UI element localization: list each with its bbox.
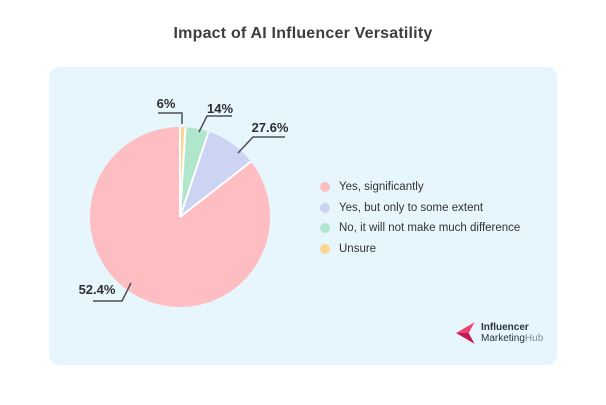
chart-panel: 52.4% 27.6% 14% 6% Yes, significantly Ye…: [49, 67, 557, 365]
legend-item: No, it will not make much difference: [320, 221, 520, 235]
slice-gap-line: [179, 131, 210, 218]
legend-swatch-yellow-icon: [320, 243, 330, 254]
legend-item: Unsure: [320, 242, 520, 256]
influencer-marketinghub-logo: Influencer MarketingHub: [456, 321, 543, 345]
callout-label-no-difference: 14%: [206, 101, 234, 116]
legend-swatch-mint-icon: [320, 223, 330, 233]
callout-label-unsure: 6%: [156, 96, 176, 111]
legend-item: Yes, but only to some extent: [320, 201, 520, 215]
leader-line-1: [237, 136, 285, 154]
legend-item: Yes, significantly: [320, 180, 520, 194]
arrow-left-icon: [456, 322, 475, 344]
pie-chart: [89, 112, 285, 307]
page-title: Impact of AI Influencer Versatility: [173, 25, 433, 42]
legend-swatch-pink-icon: [320, 182, 330, 192]
legend-label: No, it will not make much difference: [339, 222, 521, 234]
legend-label: Unsure: [339, 242, 377, 255]
leader-line-0: [93, 282, 132, 302]
legend-swatch-lavender-icon: [320, 202, 330, 213]
logo-line1: Influencer: [481, 322, 529, 333]
legend: Yes, significantly Yes, but only to some…: [320, 180, 520, 262]
leader-line-2: [198, 115, 232, 133]
legend-label: Yes, significantly: [339, 181, 424, 193]
slice-gap-line: [179, 127, 187, 218]
slice-gap-line: [179, 160, 252, 218]
callout-label-some-extent: 27.6%: [251, 120, 289, 135]
leader-line-3: [158, 112, 183, 124]
legend-label: Yes, but only to some extent: [339, 201, 484, 214]
logo-line2: MarketingHub: [481, 333, 544, 344]
pie-slice-1: [180, 131, 251, 217]
callout-label-yes-significantly: 52.4%: [78, 282, 116, 297]
